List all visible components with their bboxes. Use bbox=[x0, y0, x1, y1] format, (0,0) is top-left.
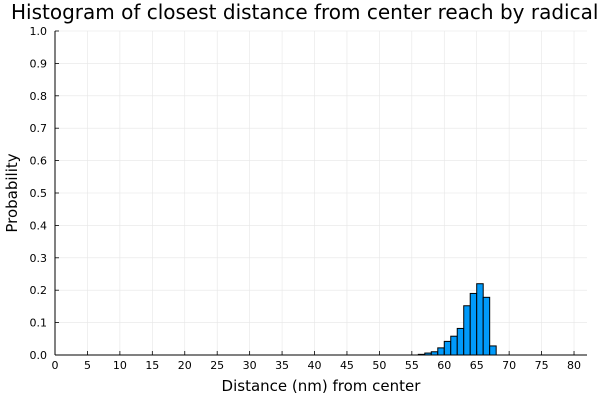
x-tick-label: 55 bbox=[405, 359, 419, 372]
x-tick-label: 40 bbox=[308, 359, 322, 372]
y-tick-label: 0.6 bbox=[30, 155, 48, 168]
y-tick-label: 0.8 bbox=[30, 90, 48, 103]
x-tick-label: 45 bbox=[340, 359, 354, 372]
histogram-bar bbox=[456, 327, 465, 356]
y-tick-label: 0.2 bbox=[30, 284, 48, 297]
histogram-bar bbox=[476, 283, 484, 356]
histogram-bar bbox=[482, 296, 491, 356]
histogram-bar bbox=[489, 345, 497, 356]
x-tick-label: 10 bbox=[113, 359, 127, 372]
histogram-bar bbox=[450, 335, 458, 356]
x-tick-label: 80 bbox=[567, 359, 581, 372]
x-ticks: 0 5 10 15 20 25 30 35 40 45 50 55 60 65 70 75 80 bbox=[52, 351, 581, 372]
x-tick-label: 0 bbox=[52, 359, 59, 372]
x-tick-label: 25 bbox=[210, 359, 224, 372]
histogram-bar bbox=[463, 305, 471, 356]
bars bbox=[417, 283, 497, 356]
histogram-bar bbox=[469, 292, 478, 356]
x-tick-label: 70 bbox=[502, 359, 516, 372]
y-tick-label: 1.0 bbox=[30, 25, 48, 38]
x-tick-label: 65 bbox=[470, 359, 484, 372]
x-axis-label: Distance (nm) from center bbox=[222, 377, 422, 395]
y-tick-label: 0.5 bbox=[30, 187, 48, 200]
y-tick-label: 0.0 bbox=[30, 349, 48, 362]
y-tick-label: 0.9 bbox=[30, 57, 48, 70]
y-tick-label: 0.4 bbox=[30, 219, 48, 232]
y-ticks: 0.0 0.1 0.2 0.3 0.4 0.5 0.6 0.7 0.8 0.9 1.0 bbox=[30, 25, 59, 362]
chart-title: Histogram of closest distance from cente… bbox=[11, 0, 598, 24]
x-tick-label: 30 bbox=[243, 359, 257, 372]
y-tick-label: 0.1 bbox=[30, 317, 48, 330]
y-axis-label: Probability bbox=[3, 153, 21, 232]
y-tick-label: 0.3 bbox=[30, 252, 48, 265]
y-tick-label: 0.7 bbox=[30, 122, 48, 135]
x-tick-label: 50 bbox=[372, 359, 386, 372]
x-tick-label: 60 bbox=[437, 359, 451, 372]
x-tick-label: 5 bbox=[84, 359, 91, 372]
x-tick-label: 35 bbox=[275, 359, 289, 372]
x-tick-label: 75 bbox=[535, 359, 549, 372]
x-tick-label: 20 bbox=[178, 359, 192, 372]
histogram-bar bbox=[437, 347, 445, 356]
x-tick-label: 15 bbox=[145, 359, 159, 372]
grid bbox=[54, 30, 587, 356]
histogram-bar bbox=[443, 340, 452, 356]
